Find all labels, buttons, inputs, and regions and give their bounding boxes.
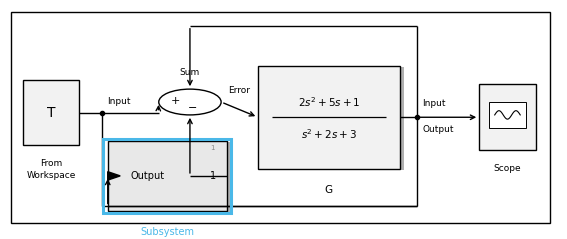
Text: $2s^2+5s+1$: $2s^2+5s+1$: [298, 95, 360, 109]
Text: Output: Output: [130, 171, 164, 181]
Text: Error: Error: [229, 86, 251, 95]
Text: $s^2+2s+3$: $s^2+2s+3$: [301, 127, 357, 141]
Text: Output: Output: [422, 125, 454, 135]
FancyBboxPatch shape: [258, 66, 400, 169]
Text: Sum: Sum: [180, 68, 200, 77]
Text: 1: 1: [210, 145, 215, 151]
Text: Scope: Scope: [494, 164, 521, 173]
Text: Input: Input: [107, 97, 131, 106]
Text: T: T: [47, 106, 55, 120]
FancyBboxPatch shape: [479, 84, 536, 150]
Text: +: +: [171, 96, 181, 106]
FancyBboxPatch shape: [262, 67, 404, 170]
FancyBboxPatch shape: [112, 142, 231, 213]
Circle shape: [159, 89, 221, 115]
Text: G: G: [325, 185, 333, 195]
Text: Subsystem: Subsystem: [140, 228, 194, 238]
Text: −: −: [188, 103, 197, 113]
Text: 1: 1: [210, 171, 215, 181]
Polygon shape: [108, 172, 120, 180]
FancyBboxPatch shape: [23, 80, 79, 145]
FancyBboxPatch shape: [489, 102, 526, 128]
FancyBboxPatch shape: [108, 141, 227, 211]
Text: From
Workspace: From Workspace: [26, 159, 76, 179]
Text: Input: Input: [422, 99, 446, 108]
